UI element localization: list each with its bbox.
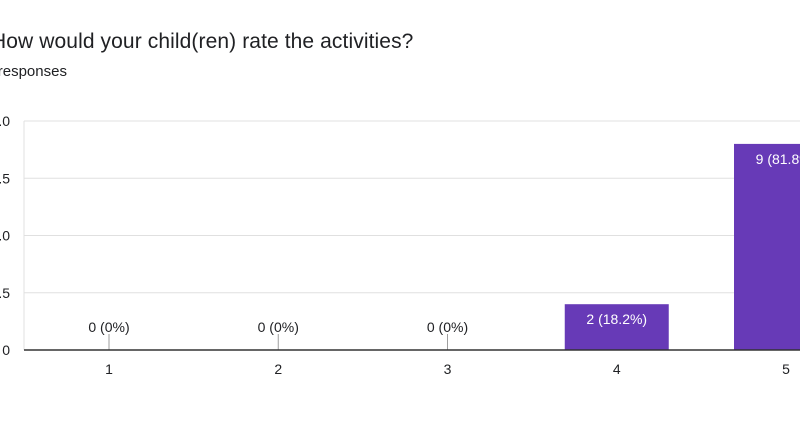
y-tick-label: 7.5 [0, 170, 10, 186]
x-tick-label: 3 [444, 361, 452, 377]
bar-data-label: 0 (0%) [427, 319, 468, 335]
x-tick-label: 5 [782, 361, 790, 377]
y-tick-label: 0 [2, 342, 10, 358]
bar-data-label: 2 (18.2%) [586, 311, 647, 327]
y-tick-label: 5.0 [0, 228, 10, 244]
bar-data-label: 0 (0%) [88, 319, 129, 335]
bar-data-label: 0 (0%) [258, 319, 299, 335]
question-title: How would your child(ren) rate the activ… [0, 30, 414, 53]
y-tick-label: 2.5 [0, 285, 10, 301]
x-tick-label: 1 [105, 361, 113, 377]
bar [734, 143, 800, 350]
y-tick-label: 10.0 [0, 113, 10, 129]
x-tick-label: 4 [613, 361, 621, 377]
bar [564, 304, 669, 350]
response-count: 11 responses [0, 63, 67, 80]
bar-data-label: 9 (81.8%) [756, 151, 800, 167]
x-tick-label: 2 [274, 361, 282, 377]
